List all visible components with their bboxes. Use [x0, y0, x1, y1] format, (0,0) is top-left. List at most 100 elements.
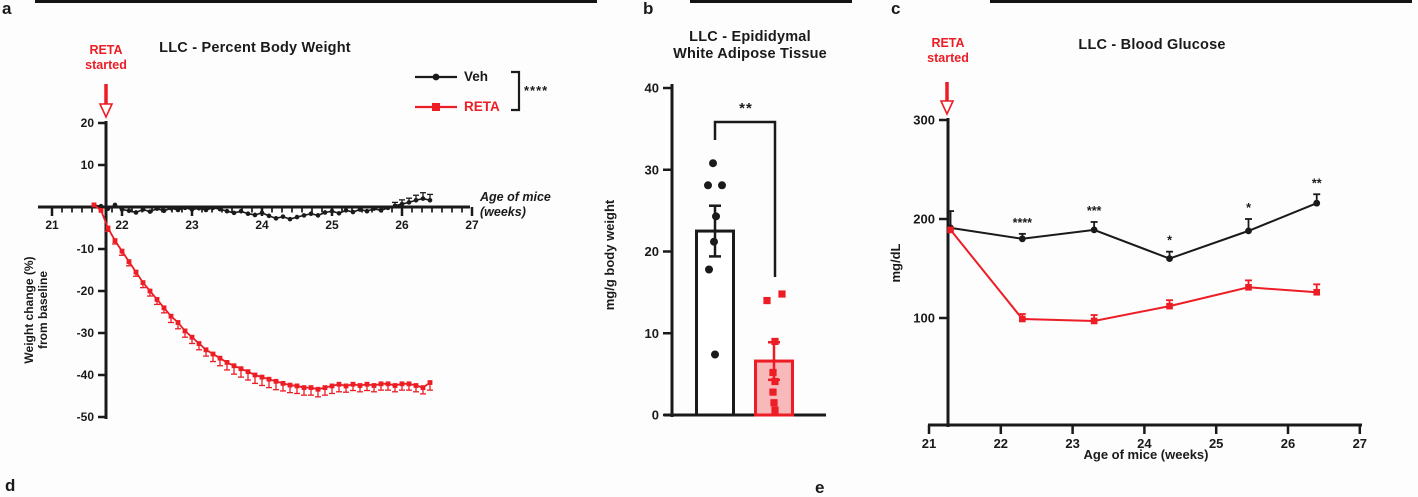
c-reta-marker: [1090, 317, 1098, 325]
c-veh-significance: **: [1312, 176, 1322, 190]
c-veh-significance: *: [1167, 234, 1172, 248]
a-reta-marker: [427, 380, 433, 385]
c-y-tick-label: 200: [913, 212, 935, 227]
a-reta-marker: [245, 369, 251, 375]
c-veh-marker: [1166, 255, 1173, 262]
a-y-axis-label-line1: Weight change (%): [22, 256, 36, 363]
legend-reta-marker: [432, 103, 440, 111]
panel-c-reta-annotation-line2: started: [927, 51, 969, 65]
panel-a-x-axis-label-line1: Age of mice: [480, 190, 551, 204]
a-reta-marker: [105, 225, 111, 231]
c-y-axis-label: mg/dL: [888, 243, 903, 282]
panel-a-reta-annotation-line2: started: [85, 58, 127, 72]
b-reta-data-point: [763, 296, 771, 305]
a-reta-marker: [224, 360, 230, 365]
a-veh-marker: [308, 211, 314, 217]
a-reta-marker: [399, 381, 405, 387]
c-reta-marker: [1019, 315, 1026, 323]
a-x-tick-label: 25: [325, 218, 339, 232]
a-reta-marker: [182, 328, 188, 334]
a-reta-marker: [413, 383, 419, 388]
c-x-tick-label: 21: [922, 436, 936, 451]
a-reta-marker: [392, 383, 398, 388]
b-veh-data-point: [704, 181, 712, 190]
a-veh-marker: [231, 210, 237, 216]
a-reta-marker: [343, 383, 349, 389]
a-x-tick-label: 23: [185, 218, 199, 232]
b-veh-bar: [695, 229, 735, 417]
top-border-segment-1: [35, 0, 597, 3]
top-border-segment-2: [690, 0, 852, 3]
a-y-axis-label-line2: from baseline: [36, 271, 50, 349]
panel-a-reta-annotation: RETA started: [85, 43, 127, 73]
b-significance-bracket: [713, 120, 777, 277]
charts-plot-area: 20 10 -10 -20 -30 -40 -50 21 22 23 24 25 26 27 Weight …: [22, 70, 1367, 451]
c-x-tick-label: 22: [994, 436, 1008, 451]
b-veh-data-point: [711, 350, 719, 359]
a-reta-marker: [252, 372, 258, 378]
a-veh-marker: [364, 208, 370, 214]
a-reta-marker: [238, 366, 244, 372]
a-veh-marker: [189, 207, 195, 212]
a-veh-marker: [280, 214, 286, 219]
a-reta-arrow-head: [98, 103, 114, 119]
a-veh-marker: [161, 208, 167, 214]
a-reta-marker: [364, 381, 370, 387]
panel-b-title: LLC - Epididymal White Adipose Tissue: [673, 29, 827, 63]
b-reta-data-point: [771, 406, 779, 414]
a-veh-marker: [140, 207, 146, 212]
a-reta-marker: [175, 320, 181, 325]
a-reta-marker: [140, 280, 146, 285]
panel-c-title: LLC - Blood Glucose: [1078, 37, 1226, 53]
a-x-tick-label: 27: [465, 218, 479, 232]
b-y-axis-label: mg/g body weight: [602, 199, 617, 310]
a-reta-marker: [168, 313, 174, 319]
a-reta-marker: [126, 259, 132, 264]
a-reta-marker: [210, 351, 216, 357]
panel-a-x-axis-label-line2: (weeks): [480, 205, 526, 219]
a-reta-marker: [196, 341, 202, 346]
a-veh-marker: [210, 205, 216, 211]
c-x-tick-label: 23: [1065, 436, 1079, 451]
panel-a-reta-annotation-line1: RETA: [89, 43, 123, 57]
c-x-tick-label: 26: [1281, 436, 1295, 451]
top-border-segment-3: [990, 0, 1412, 3]
a-reta-marker: [161, 305, 167, 311]
c-veh-significance: *: [1246, 201, 1251, 215]
a-veh-marker: [182, 205, 188, 211]
a-veh-marker: [294, 214, 300, 220]
a-reta-marker: [91, 202, 97, 208]
a-veh-marker: [273, 216, 279, 221]
a-veh-marker: [315, 213, 321, 218]
b-reta-data-point: [778, 290, 786, 298]
a-reta-marker: [119, 248, 125, 254]
a-veh-marker: [413, 197, 419, 203]
legend-veh-label: Veh: [464, 69, 489, 84]
a-veh-marker: [357, 207, 363, 212]
a-reta-marker: [301, 385, 307, 390]
a-reta-marker: [189, 334, 195, 340]
legend-significance-bracket: [511, 70, 521, 112]
a-veh-marker: [301, 213, 307, 218]
a-reta-marker: [203, 347, 209, 353]
a-y-tick-label: 10: [81, 158, 95, 172]
c-veh-significance: ****: [1013, 216, 1033, 230]
a-veh-marker: [420, 196, 426, 201]
c-x-tick-label: 25: [1209, 436, 1223, 451]
b-veh-data-point: [718, 181, 726, 190]
a-veh-marker: [112, 202, 118, 208]
a-veh-marker: [392, 203, 398, 209]
b-veh-data-point: [710, 237, 718, 246]
c-reta-marker: [1166, 302, 1173, 310]
a-y-tick-label: -20: [77, 284, 95, 298]
a-reta-marker: [315, 386, 321, 392]
b-veh-data-point: [712, 212, 720, 221]
a-veh-marker: [217, 206, 223, 212]
c-reta-marker: [1245, 284, 1252, 291]
a-veh-marker: [245, 211, 251, 217]
a-reta-marker: [329, 383, 335, 389]
b-y-tick-label: 40: [645, 81, 659, 96]
c-reta-line: [949, 229, 1317, 322]
a-veh-marker: [378, 208, 384, 213]
a-reta-line: [93, 204, 431, 391]
